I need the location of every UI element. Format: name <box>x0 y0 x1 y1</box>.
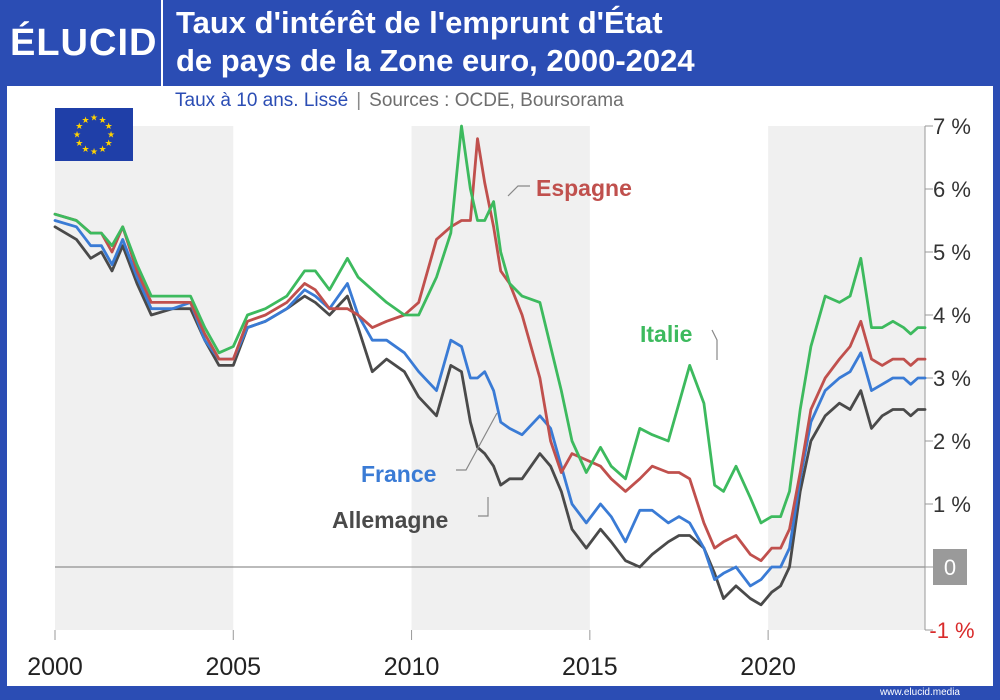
y-tick-label: 7 % <box>933 114 971 139</box>
eu-flag-star: ★ <box>75 122 83 132</box>
chart-sources: Sources : OCDE, Boursorama <box>369 90 624 111</box>
x-tick-label: 2000 <box>27 653 83 681</box>
leader-line-espagne <box>507 185 530 197</box>
leader-line-italie <box>711 329 718 360</box>
eu-flag-star: ★ <box>105 122 113 132</box>
subtitle-separator: | <box>356 90 362 111</box>
footer-site: www.elucid.media <box>879 687 960 698</box>
y-tick-label: 3 % <box>933 366 971 391</box>
y-tick-label: -1 % <box>929 618 974 643</box>
eu-flag-star: ★ <box>105 139 113 149</box>
frame-right <box>993 86 1000 700</box>
series-label-italie: Italie <box>640 321 692 347</box>
series-line-espagne <box>53 137 927 563</box>
eu-flag-star: ★ <box>107 131 115 141</box>
y-tick-label: 4 % <box>933 303 971 328</box>
zero-tick-box <box>933 549 967 585</box>
eu-flag-star: ★ <box>81 145 89 155</box>
y-tick-label: 2 % <box>933 429 971 454</box>
leader-line-france <box>456 412 498 471</box>
y-tick-label: 6 % <box>933 177 971 202</box>
chart-title-line-2: de pays de la Zone euro, 2000-2024 <box>176 43 695 78</box>
shaded-period-1 <box>411 126 590 630</box>
eu-flag <box>55 108 133 161</box>
series-label-france: France <box>361 461 436 487</box>
series-line-allemagne <box>53 225 927 607</box>
eu-flag-star: ★ <box>90 114 98 124</box>
x-tick-label: 2020 <box>740 653 796 681</box>
header-divider <box>161 0 163 86</box>
chart-subtitle: Taux à 10 ans. Lissé <box>175 90 349 111</box>
x-tick-label: 2005 <box>205 653 261 681</box>
elucid-logo: ÉLUCID <box>10 22 158 64</box>
frame-bottom <box>0 686 1000 700</box>
series-label-allemagne: Allemagne <box>332 507 448 533</box>
eu-flag-star: ★ <box>90 148 98 158</box>
frame-left <box>0 86 7 700</box>
header-bar <box>0 0 1000 86</box>
eu-flag-star: ★ <box>73 131 81 141</box>
chart-title-line-1: Taux d'intérêt de l'emprunt d'État <box>176 5 663 40</box>
x-tick-label: 2015 <box>562 653 618 681</box>
leader-line-allemagne <box>478 497 489 517</box>
y-tick-label-0: 0 <box>944 555 956 580</box>
series-label-espagne: Espagne <box>536 175 632 201</box>
eu-flag-star: ★ <box>81 116 89 126</box>
y-tick-label: 5 % <box>933 240 971 265</box>
subtitle-row: Taux à 10 ans. Lissé | Sources : OCDE, Bou… <box>175 89 624 113</box>
eu-flag-star: ★ <box>98 145 106 155</box>
chart-title: Taux d'intérêt de l'emprunt d'État de pa… <box>176 4 976 80</box>
shaded-period-0 <box>55 126 234 630</box>
eu-flag-star: ★ <box>75 139 83 149</box>
eu-flag-star: ★ <box>98 116 106 126</box>
y-tick-label: 1 % <box>933 492 971 517</box>
x-tick-label: 2010 <box>384 653 440 681</box>
series-line-italie <box>53 124 927 525</box>
